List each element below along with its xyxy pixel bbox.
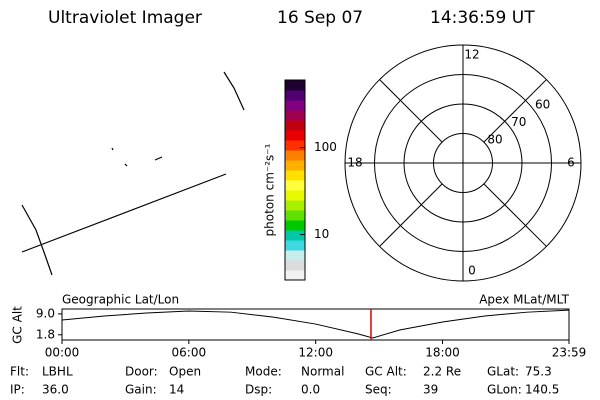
- colorbar-cell: [285, 120, 305, 131]
- timeline-ylabel: GC Alt: [11, 306, 25, 344]
- field-value: 0.0: [301, 383, 320, 397]
- field-value: 2.2 Re: [423, 365, 461, 379]
- field-label: Seq:: [365, 383, 392, 397]
- polar-spoke: [483, 79, 547, 143]
- colorbar-cell: [285, 200, 305, 211]
- colorbar-cell: [285, 110, 305, 121]
- field-label: Flt:: [10, 365, 29, 379]
- colorbar-tick-label: 100: [314, 140, 337, 154]
- polar-hour-label: 0: [468, 264, 476, 278]
- colorbar-cell: [285, 220, 305, 231]
- colorbar-cell: [285, 210, 305, 221]
- map-line: [21, 204, 53, 276]
- x-tick-label: 18:00: [425, 346, 460, 360]
- field-value: 140.5: [525, 383, 559, 397]
- colorbar-cell: [285, 170, 305, 181]
- field-label: Door:: [125, 365, 158, 379]
- polar-spoke: [483, 183, 547, 247]
- polar-hour-label: 12: [464, 48, 479, 62]
- y-tick-label: 1.8: [36, 327, 55, 341]
- field-value: Normal: [301, 365, 344, 379]
- polar-ring-label: 70: [511, 115, 526, 129]
- field-label: IP:: [10, 383, 25, 397]
- colorbar-cell: [285, 90, 305, 101]
- polar-ring-label: 80: [487, 132, 502, 146]
- colorbar-cell: [285, 160, 305, 171]
- polar-spoke: [379, 79, 443, 143]
- colorbar-cell: [285, 130, 305, 141]
- field-value: 39: [423, 383, 438, 397]
- polar-spoke: [379, 183, 443, 247]
- colorbar-tick-label: 10: [314, 227, 329, 241]
- polar-ring-label: 60: [535, 98, 550, 112]
- field-value: 75.3: [525, 365, 552, 379]
- map-outlines: [21, 71, 245, 276]
- x-tick-label: 00:00: [45, 346, 80, 360]
- time: 14:36:59 UT: [430, 8, 535, 28]
- map-line: [154, 156, 163, 161]
- map-line: [111, 147, 114, 151]
- colorbar-cell: [285, 250, 305, 261]
- colorbar-cell: [285, 190, 305, 201]
- colorbar-label: photon cm⁻²s⁻¹: [263, 143, 277, 236]
- x-tick-label: 06:00: [172, 346, 207, 360]
- colorbar-cell: [285, 140, 305, 151]
- field-label: GC Alt:: [365, 365, 407, 379]
- x-tick-label: 23:59: [552, 346, 587, 360]
- map-line: [223, 71, 245, 111]
- colorbar-cell: [285, 260, 305, 271]
- y-tick-label: 9.0: [36, 306, 55, 320]
- field-value: LBHL: [42, 365, 73, 379]
- field-label: Gain:: [125, 383, 157, 397]
- colorbar-cell: [285, 180, 305, 191]
- date: 16 Sep 07: [277, 8, 363, 28]
- colorbar-cell: [285, 240, 305, 251]
- map-line: [124, 163, 128, 167]
- field-label: GLon:: [487, 383, 522, 397]
- timeline-right-title: Apex MLat/MLT: [479, 293, 569, 307]
- colorbar-cell: [285, 80, 305, 91]
- polar-hour-label: 18: [347, 156, 362, 170]
- field-label: Mode:: [245, 365, 282, 379]
- colorbar-cell: [285, 100, 305, 111]
- x-tick-label: 12:00: [298, 346, 333, 360]
- altitude-line: [61, 309, 570, 339]
- field-value: 36.0: [42, 383, 69, 397]
- field-label: Dsp:: [245, 383, 272, 397]
- field-label: GLat:: [487, 365, 519, 379]
- colorbar-frame: [284, 79, 306, 281]
- field-value: 14: [169, 383, 184, 397]
- colorbar-cell: [285, 150, 305, 161]
- title: Ultraviolet Imager: [48, 8, 202, 28]
- timeline-left-title: Geographic Lat/Lon: [62, 293, 179, 307]
- map-line: [21, 173, 227, 253]
- colorbar-cell: [285, 270, 305, 281]
- field-value: Open: [169, 365, 201, 379]
- polar-hour-label: 6: [567, 156, 575, 170]
- colorbar-cell: [285, 230, 305, 241]
